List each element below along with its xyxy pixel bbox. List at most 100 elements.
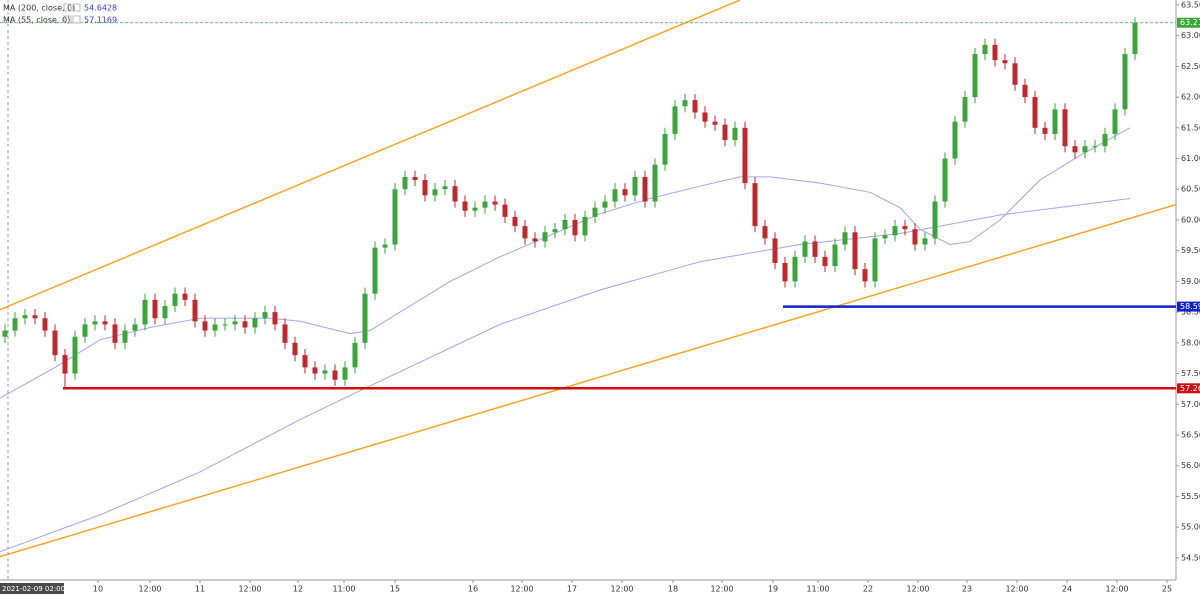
x-tick-label: 23: [962, 585, 972, 594]
candle-body: [482, 201, 488, 208]
candle-body: [722, 124, 728, 141]
candle-body: [1102, 133, 1108, 147]
legend-icon[interactable]: [63, 3, 72, 12]
candle-body: [772, 238, 778, 263]
y-tick-label: 57.00: [1181, 400, 1200, 409]
candle-body: [642, 176, 648, 202]
legend-icon[interactable]: [72, 15, 81, 24]
level-label-bg: [1177, 301, 1200, 312]
x-tick-label: 25: [1162, 585, 1172, 594]
candle-body: [632, 176, 638, 196]
candle-body: [782, 262, 788, 282]
candle-body: [392, 189, 398, 245]
candle-body: [1092, 146, 1098, 148]
candle-body: [622, 189, 628, 196]
candle-body: [972, 54, 978, 98]
candle-body: [302, 355, 308, 368]
candle-body: [372, 247, 378, 294]
candle-body: [312, 367, 318, 374]
candle-body: [212, 324, 218, 331]
level-label-bg: [1177, 383, 1200, 394]
candle-body: [442, 186, 448, 190]
candle-body: [702, 112, 708, 122]
candle-body: [582, 216, 588, 236]
y-tick-label: 63.00: [1181, 31, 1200, 40]
candle-body: [592, 207, 598, 217]
y-tick-label: 60.50: [1181, 185, 1200, 194]
candle-body: [1062, 109, 1068, 147]
candle-body: [732, 127, 738, 141]
crosshair-label-bg: [0, 583, 64, 594]
candle-body: [32, 315, 38, 319]
candle-body: [462, 201, 468, 211]
y-tick-label: 59.00: [1181, 277, 1200, 286]
candle-body: [72, 336, 78, 374]
x-tick-label: 12:00: [138, 585, 161, 594]
candle-body: [242, 321, 248, 328]
candle-body: [872, 238, 878, 282]
y-tick-label: 62.00: [1181, 93, 1200, 102]
candle-body: [1002, 60, 1008, 64]
x-tick-label: 12:00: [238, 585, 261, 594]
x-tick-label: 12:00: [906, 585, 929, 594]
level-label: 58.59: [1180, 302, 1200, 311]
last-price-label: 63.21: [1180, 18, 1200, 27]
x-tick-label: 12:00: [610, 585, 633, 594]
candle-body: [1012, 63, 1018, 85]
candle-body: [162, 305, 168, 319]
x-tick-label: 12:00: [1105, 585, 1128, 594]
candle-body: [862, 269, 868, 282]
legend-value: 54.6428: [84, 4, 117, 13]
candle-body: [282, 324, 288, 343]
candle-body: [1132, 22, 1138, 55]
candle-body: [172, 293, 178, 306]
candle-body: [952, 121, 958, 159]
candle-body: [512, 216, 518, 227]
candle-body: [912, 229, 918, 245]
candle-body: [852, 232, 858, 270]
legend-icon[interactable]: [63, 15, 72, 24]
y-tick-label: 61.50: [1181, 123, 1200, 132]
candle-body: [602, 201, 608, 208]
legend-label: MA (200, close, 0): [3, 4, 75, 13]
candle-body: [752, 183, 758, 227]
candle-body: [902, 226, 908, 230]
candle-body: [452, 186, 458, 202]
candle-body: [742, 127, 748, 184]
candle-body: [252, 318, 258, 328]
last-price-label-bg: [1177, 17, 1200, 28]
trendline: [0, 203, 1177, 558]
x-tick-label: 11:00: [806, 585, 829, 594]
legend-icon[interactable]: [72, 3, 81, 12]
candle-body: [522, 226, 528, 239]
x-tick-label: 22: [863, 585, 873, 594]
legend-value: 57.1169: [84, 16, 117, 25]
candle-body: [272, 312, 278, 325]
candle-body: [402, 176, 408, 190]
candle-body: [992, 44, 998, 61]
candle-body: [792, 256, 798, 282]
crosshair-label: 2021-02-09 02:00:00: [2, 585, 76, 593]
y-tick-label: 57.50: [1181, 369, 1200, 378]
candle-body: [132, 324, 138, 331]
y-tick-label: 63.50: [1181, 0, 1200, 9]
candle-body: [232, 321, 238, 325]
x-tick-label: 12:00: [710, 585, 733, 594]
y-tick-label: 56.50: [1181, 431, 1200, 440]
x-tick-label: 12: [293, 585, 303, 594]
x-tick-label: 15: [390, 585, 400, 594]
candle-body: [262, 312, 268, 319]
candle-body: [472, 207, 478, 211]
candle-body: [762, 226, 768, 239]
candle-body: [662, 133, 668, 165]
x-tick-label: 11: [195, 585, 205, 594]
candle-body: [712, 121, 718, 125]
legend-label: MA (55, close, 0): [3, 16, 70, 25]
x-tick-label: 16: [468, 585, 478, 594]
candle-body: [562, 219, 568, 230]
candle-body: [1022, 84, 1028, 98]
candle-body: [192, 299, 198, 322]
candle-body: [842, 232, 848, 245]
